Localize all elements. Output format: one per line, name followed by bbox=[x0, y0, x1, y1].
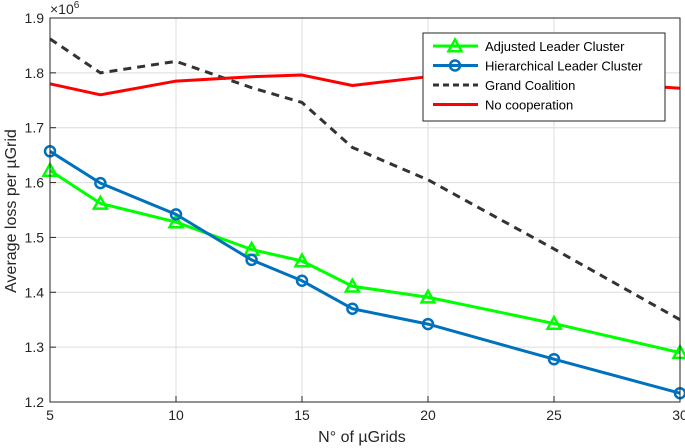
plot-area-frame bbox=[49, 17, 681, 403]
legend-marker-adjusted-leader-cluster bbox=[446, 36, 464, 53]
y-axis-label: Average loss per µGrid bbox=[3, 129, 20, 293]
legend-box bbox=[422, 32, 666, 122]
legend-label-hierarchical-leader-cluster: Hierarchical Leader Cluster bbox=[485, 59, 643, 74]
data-point-adjusted-leader-cluster bbox=[293, 251, 311, 268]
legend-label-no-cooperation: No cooperation bbox=[485, 98, 573, 113]
data-point-adjusted-leader-cluster bbox=[167, 212, 185, 229]
series-line-grand-coalition bbox=[49, 37, 681, 322]
series-line-adjusted-leader-cluster bbox=[49, 169, 681, 355]
y-tick-label: 1.9 bbox=[25, 10, 45, 26]
series-adjusted-leader-cluster bbox=[41, 161, 685, 360]
x-tick-label: 10 bbox=[168, 407, 184, 423]
series-grand-coalition bbox=[49, 37, 681, 322]
data-point-hierarchical-leader-cluster bbox=[421, 317, 435, 331]
series-hierarchical-leader-cluster bbox=[43, 145, 685, 400]
data-point-hierarchical-leader-cluster bbox=[245, 253, 258, 267]
legend-marker-hierarchical-leader-cluster bbox=[448, 59, 462, 72]
x-tick-label: 25 bbox=[546, 407, 562, 423]
legend-label-grand-coalition: Grand Coalition bbox=[485, 78, 575, 93]
x-tick-label: 5 bbox=[46, 407, 54, 423]
y-tick-label: 1.3 bbox=[25, 339, 45, 355]
y-tick-label: 1.5 bbox=[25, 229, 45, 245]
y-tick-label: 1.8 bbox=[25, 65, 45, 81]
axis-ticks: 5 10 15 20 25 30 1.2 1.3 1.4 1.5 1.6 1.7 1.8 1.9 bbox=[25, 10, 685, 423]
legend: Adjusted Leader Cluster Hierarchical Lead… bbox=[422, 32, 666, 122]
x-axis-label: N° of µGrids bbox=[318, 429, 406, 446]
legend-label-adjusted-leader-cluster: Adjusted Leader Cluster bbox=[485, 39, 625, 54]
data-point-adjusted-leader-cluster bbox=[91, 194, 110, 210]
multiplier-base: ×10 bbox=[50, 1, 74, 17]
data-point-hierarchical-leader-cluster bbox=[169, 208, 183, 221]
x-tick-label: 20 bbox=[420, 407, 436, 423]
x-tick-label: 30 bbox=[672, 407, 685, 423]
data-point-hierarchical-leader-cluster bbox=[346, 302, 359, 315]
series-lines bbox=[41, 37, 685, 400]
series-line-hierarchical-leader-cluster bbox=[49, 150, 681, 395]
data-point-adjusted-leader-cluster bbox=[545, 314, 563, 331]
y-tick-label: 1.4 bbox=[25, 284, 45, 300]
data-point-hierarchical-leader-cluster bbox=[295, 274, 309, 288]
x-tick-label: 15 bbox=[294, 407, 310, 423]
data-point-adjusted-leader-cluster bbox=[419, 288, 437, 304]
data-point-hierarchical-leader-cluster bbox=[94, 176, 107, 190]
y-tick-label: 1.2 bbox=[25, 394, 45, 410]
y-tick-label: 1.7 bbox=[25, 120, 45, 136]
y-axis-multiplier: ×106 bbox=[50, 0, 80, 17]
data-point-hierarchical-leader-cluster bbox=[547, 352, 561, 366]
y-tick-label: 1.6 bbox=[25, 175, 45, 191]
data-point-adjusted-leader-cluster bbox=[343, 277, 362, 293]
multiplier-exponent: 6 bbox=[74, 0, 80, 11]
